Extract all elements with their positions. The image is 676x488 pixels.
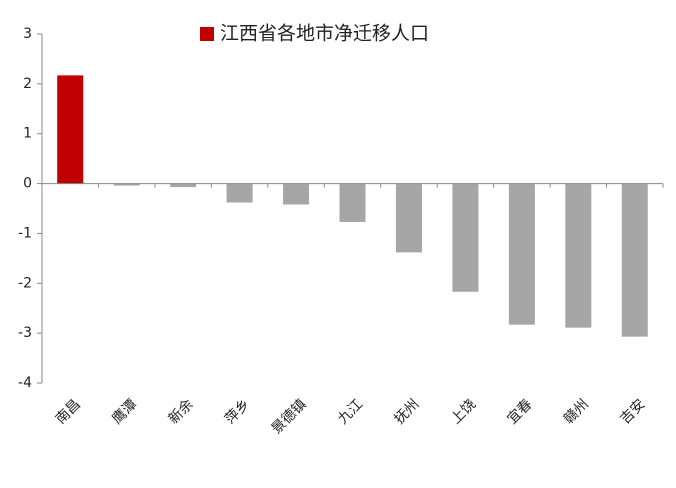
y-tick-label: 2 <box>23 76 32 92</box>
x-tick-label: 宜春 <box>504 396 535 427</box>
legend-marker <box>200 27 214 41</box>
y-tick-label: -2 <box>18 275 32 291</box>
bar <box>283 183 310 205</box>
legend-label: 江西省各地市净迁移人口 <box>220 23 429 45</box>
x-tick-label: 景德镇 <box>269 396 310 437</box>
x-tick-label: 鹰潭 <box>109 396 141 428</box>
x-tick-label: 新余 <box>165 396 197 428</box>
x-tick-label: 九江 <box>335 396 366 427</box>
bar <box>452 183 479 292</box>
bar <box>57 75 84 184</box>
y-tick-label: -4 <box>18 375 32 391</box>
x-tick-label: 萍乡 <box>222 396 253 427</box>
x-tick-label: 南昌 <box>53 396 84 427</box>
bar <box>395 183 422 253</box>
x-tick-label: 吉安 <box>617 396 648 427</box>
x-tick-label: 上饶 <box>448 396 479 427</box>
y-tick-label: 1 <box>23 126 32 142</box>
bar <box>170 183 197 188</box>
x-tick-label: 抚州 <box>391 396 422 427</box>
y-tick-label: -3 <box>18 325 32 341</box>
x-tick-label: 赣州 <box>561 396 592 427</box>
bar <box>113 183 140 186</box>
bar <box>565 183 592 328</box>
bar <box>621 183 648 337</box>
bar <box>508 183 535 325</box>
y-tick-label: 3 <box>23 26 32 42</box>
y-tick-label: 0 <box>23 176 32 192</box>
bar <box>226 183 253 203</box>
bar <box>339 183 366 222</box>
y-tick-label: -1 <box>18 225 32 241</box>
